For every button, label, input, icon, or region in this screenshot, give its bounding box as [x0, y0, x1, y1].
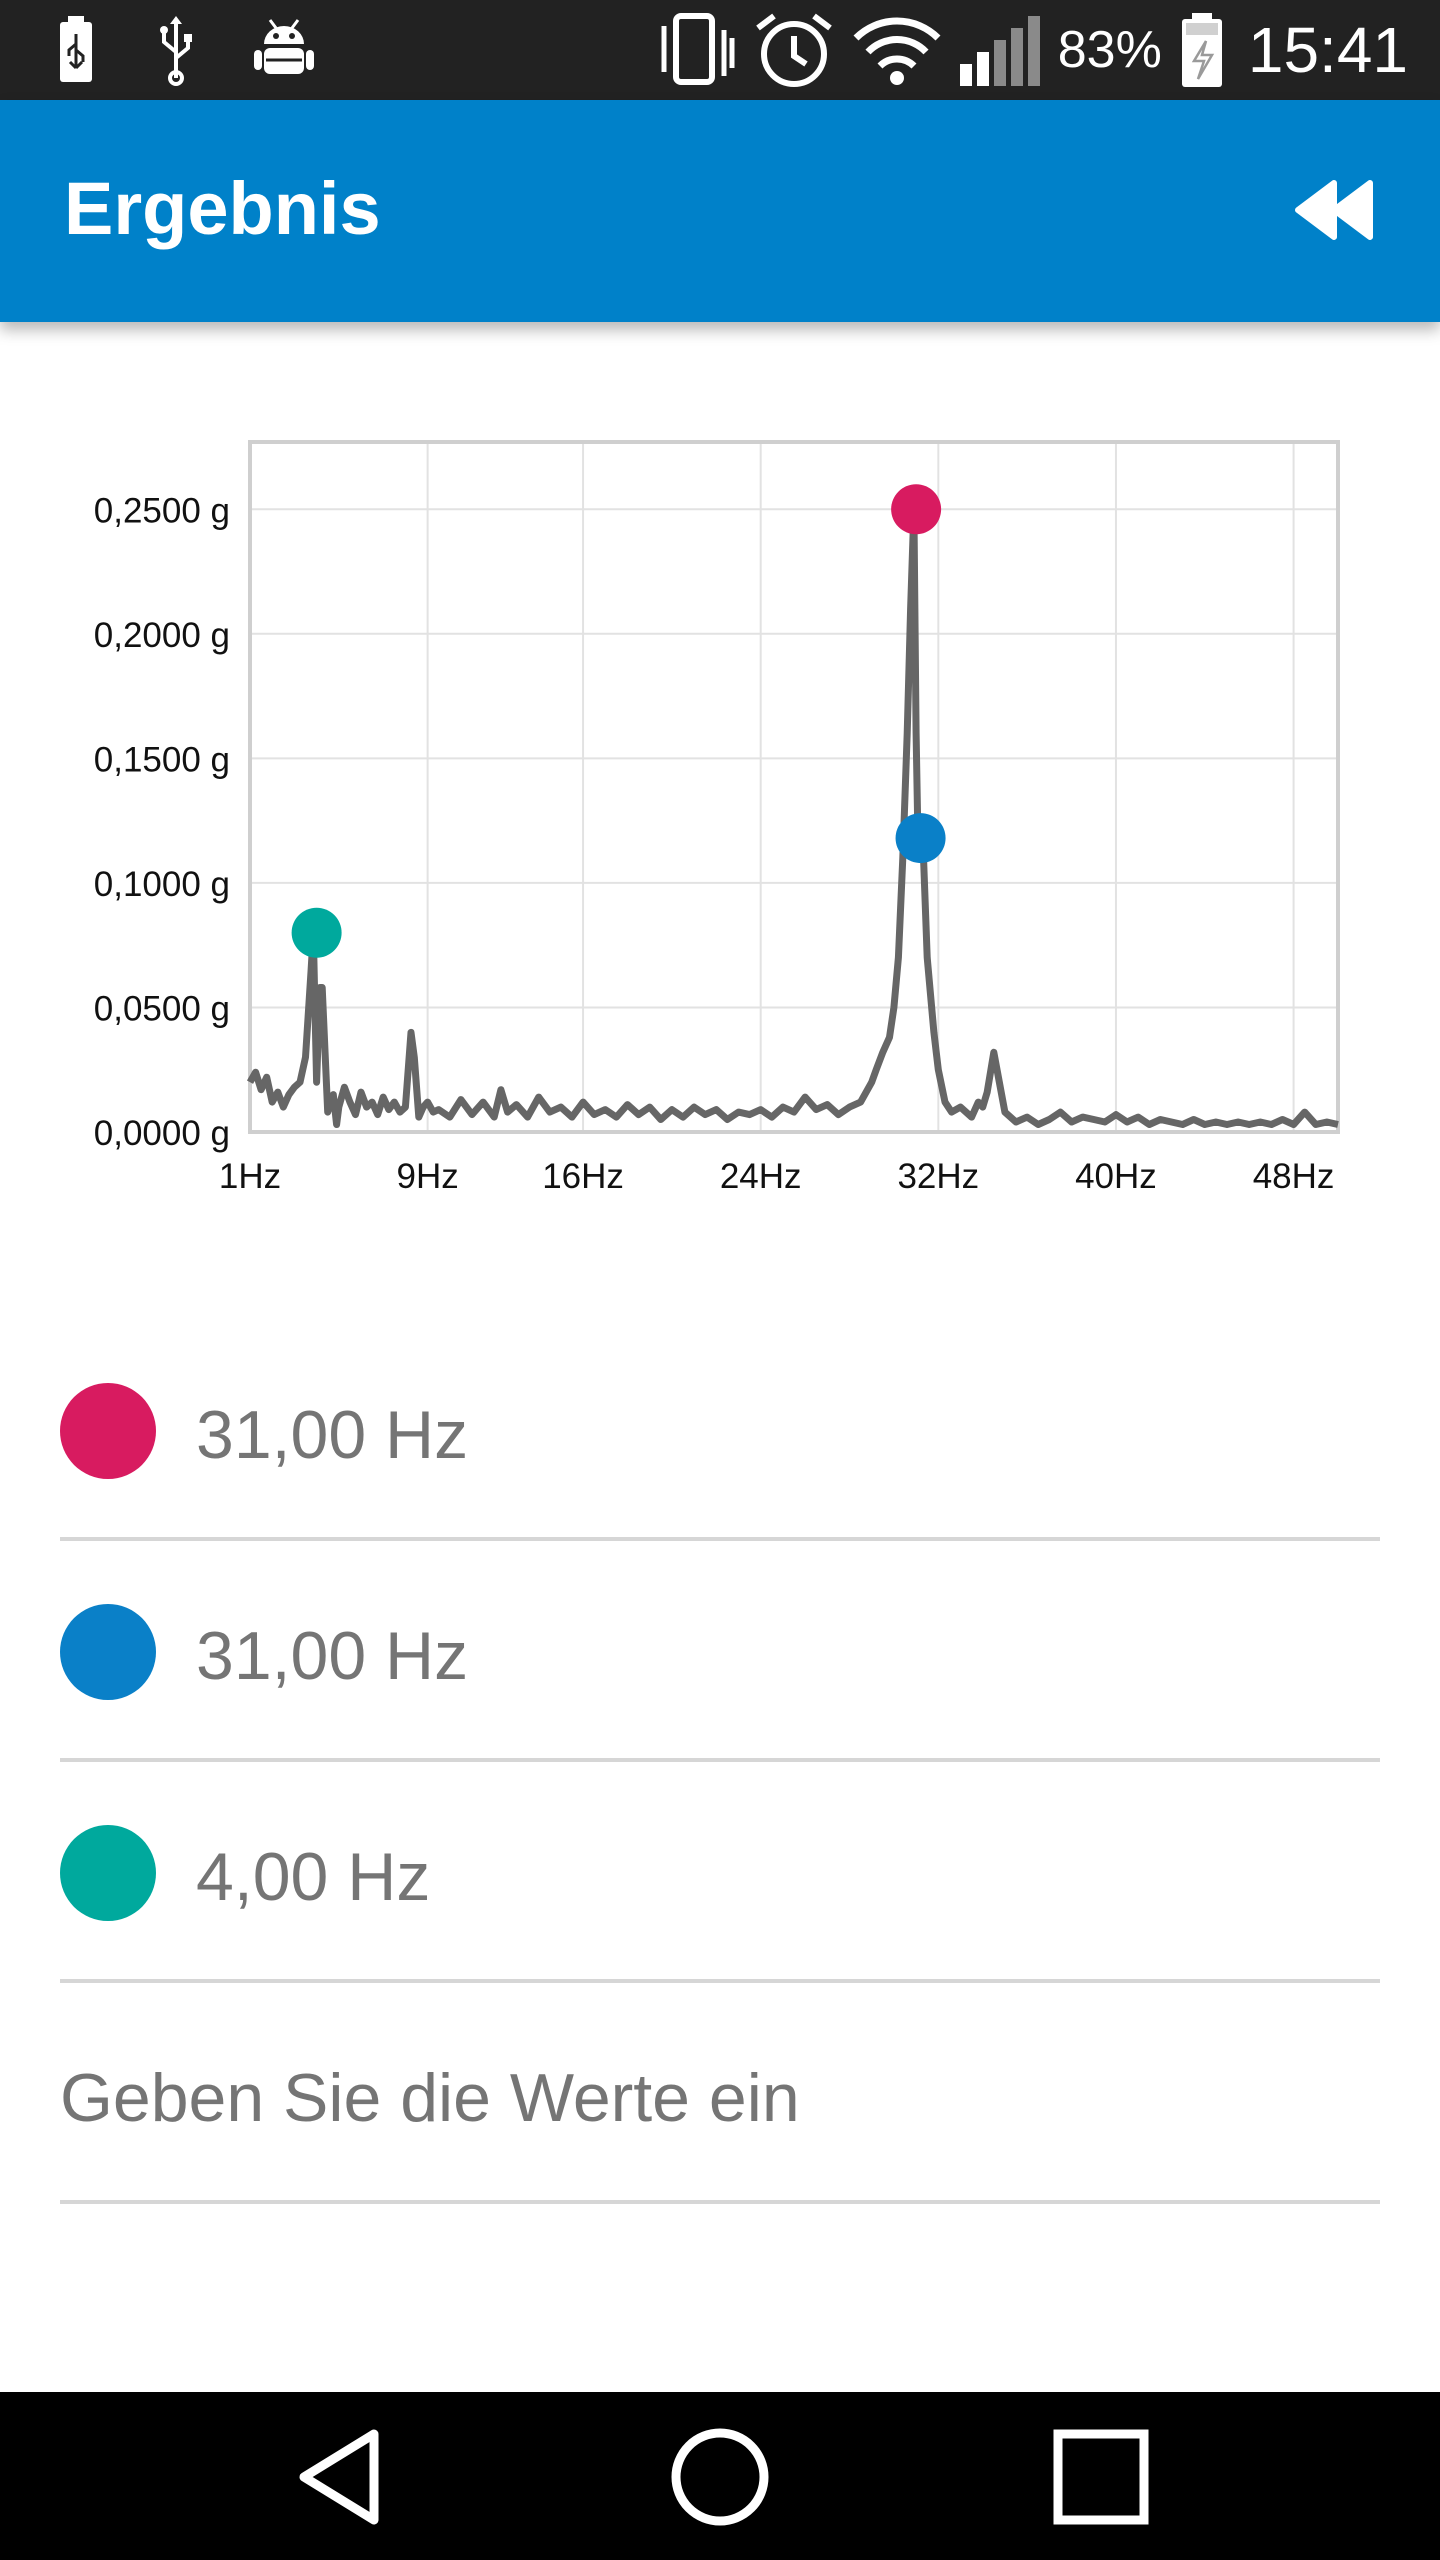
peak-marker	[895, 813, 946, 864]
peak-marker-dot	[60, 1825, 156, 1921]
y-tick-label: 0,0000 g	[94, 1114, 230, 1153]
app-bar: Ergebnis	[0, 100, 1440, 322]
vibrate-icon	[661, 13, 735, 85]
wifi-icon	[853, 17, 941, 85]
result-row[interactable]: 4,00 Hz	[60, 1762, 1380, 1983]
page-title: Ergebnis	[64, 167, 381, 250]
x-tick-label: 32Hz	[897, 1157, 979, 1196]
spectrum-line	[246, 505, 1339, 1128]
usb-battery-icon	[60, 16, 92, 82]
peak-marker	[891, 484, 942, 535]
android-debug-icon	[254, 19, 314, 74]
navigation-bar	[0, 2392, 1440, 2560]
fast-rewind-icon[interactable]	[1290, 175, 1380, 245]
y-tick-label: 0,1500 g	[94, 740, 230, 779]
values-input-field[interactable]: Geben Sie die Werte ein	[60, 1983, 1380, 2204]
peak-marker-dot	[60, 1604, 156, 1700]
y-tick-label: 0,1000 g	[94, 865, 230, 904]
battery-charging-icon	[1181, 13, 1222, 87]
status-system-icons: 83% 15:41	[656, 10, 1408, 90]
results-list: 31,00 Hz 31,00 Hz 4,00 Hz Geben Sie die …	[60, 1320, 1380, 2204]
result-frequency-label: 4,00 Hz	[196, 1839, 431, 1915]
result-frequency-label: 31,00 Hz	[196, 1397, 469, 1473]
result-frequency-label: 31,00 Hz	[196, 1618, 469, 1694]
plot-area	[250, 442, 1338, 1132]
back-triangle-icon[interactable]	[286, 2422, 396, 2532]
x-tick-label: 9Hz	[397, 1157, 459, 1196]
peak-marker-dot	[60, 1383, 156, 1479]
alarm-icon	[755, 13, 832, 87]
peak-marker	[291, 907, 342, 958]
y-tick-label: 0,0500 g	[94, 989, 230, 1028]
battery-percent: 83%	[1057, 21, 1162, 79]
status-notification-icons	[52, 14, 316, 86]
x-tick-label: 1Hz	[219, 1157, 281, 1196]
signal-icon	[959, 16, 1040, 86]
y-tick-label: 0,2000 g	[94, 616, 230, 655]
x-tick-label: 48Hz	[1253, 1157, 1335, 1196]
recents-square-icon[interactable]	[1046, 2422, 1156, 2532]
frequency-chart: 0,0000 g 0,0500 g 0,1000 g 0,1500 g 0,2000 g…	[0, 400, 1440, 1220]
frequency-chart-svg: 0,0000 g 0,0500 g 0,1000 g 0,1500 g 0,2000 g…	[94, 440, 1340, 1196]
x-tick-label: 24Hz	[720, 1157, 802, 1196]
status-bar: 83% 15:41	[0, 0, 1440, 100]
values-input-placeholder: Geben Sie die Werte ein	[60, 2060, 800, 2136]
result-row[interactable]: 31,00 Hz	[60, 1320, 1380, 1541]
x-tick-label: 40Hz	[1075, 1157, 1157, 1196]
usb-icon	[160, 16, 192, 86]
clock-time: 15:41	[1247, 14, 1408, 86]
result-row[interactable]: 31,00 Hz	[60, 1541, 1380, 1762]
x-tick-label: 16Hz	[542, 1157, 624, 1196]
plot-frame	[248, 440, 1340, 1134]
y-tick-label: 0,2500 g	[94, 491, 230, 530]
home-circle-icon[interactable]	[665, 2422, 775, 2532]
